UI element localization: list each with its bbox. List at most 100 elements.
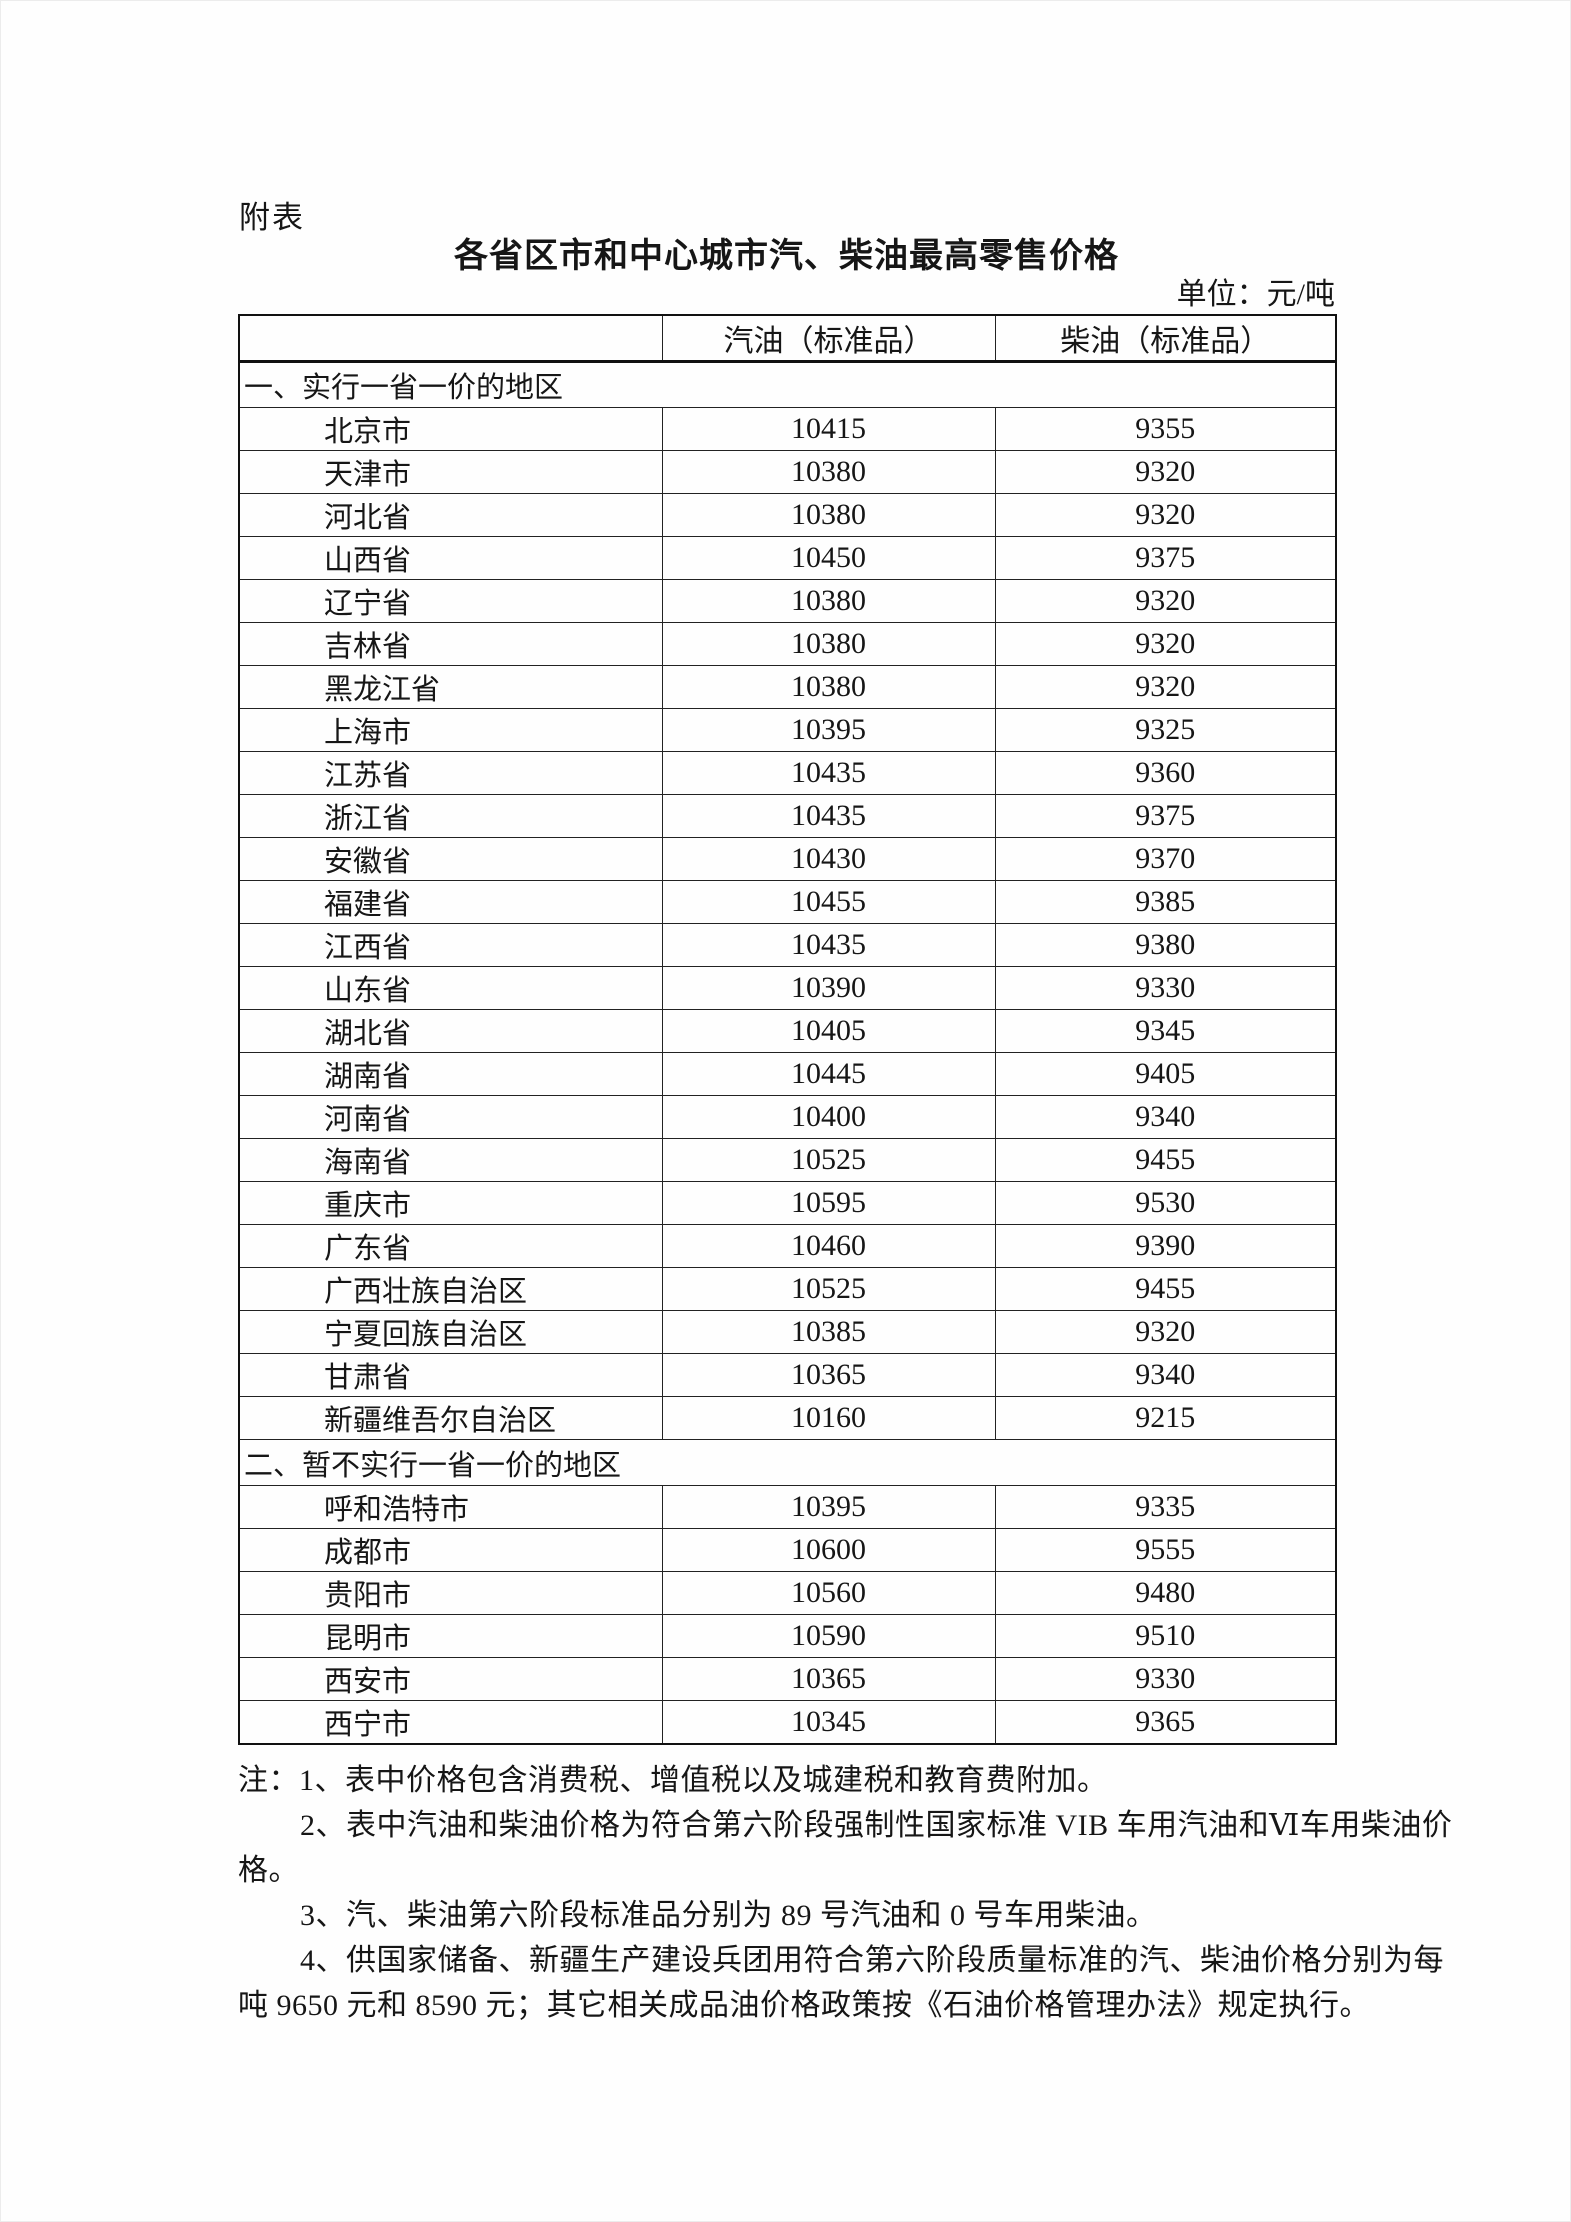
region-cell: 湖北省: [238, 1009, 663, 1053]
table-row: 甘肃省 10365 9340: [238, 1353, 1337, 1397]
gasoline-price-cell: 10415: [661, 407, 996, 451]
gasoline-price-cell: 10560: [661, 1571, 996, 1615]
region-cell: 浙江省: [238, 794, 663, 838]
table-row: 昆明市 10590 9510: [238, 1614, 1337, 1658]
diesel-price-cell: 9320: [994, 493, 1337, 537]
unit-label: 单位：元/吨: [1176, 278, 1335, 311]
region-cell: 江苏省: [238, 751, 663, 795]
table-row: 西宁市 10345 9365: [238, 1700, 1337, 1745]
region-cell: 宁夏回族自治区: [238, 1310, 663, 1354]
gasoline-price-cell: 10445: [661, 1052, 996, 1096]
gasoline-price-cell: 10345: [661, 1700, 996, 1745]
header-gasoline-cell: 汽油（标准品）: [661, 314, 996, 363]
table-row: 湖北省 10405 9345: [238, 1009, 1337, 1053]
region-cell: 河南省: [238, 1095, 663, 1139]
header-region-cell: [238, 314, 663, 363]
section-header-label: 二、暂不实行一省一价的地区: [238, 1439, 1337, 1486]
region-cell: 山西省: [238, 536, 663, 580]
diesel-price-cell: 9390: [994, 1224, 1337, 1268]
diesel-price-cell: 9370: [994, 837, 1337, 881]
diesel-price-cell: 9455: [994, 1138, 1337, 1182]
region-cell: 江西省: [238, 923, 663, 967]
diesel-price-cell: 9510: [994, 1614, 1337, 1658]
diesel-price-cell: 9555: [994, 1528, 1337, 1572]
gasoline-price-cell: 10400: [661, 1095, 996, 1139]
table-row: 河北省 10380 9320: [238, 493, 1337, 537]
gasoline-price-cell: 10435: [661, 751, 996, 795]
diesel-price-cell: 9335: [994, 1485, 1337, 1529]
gasoline-price-cell: 10590: [661, 1614, 996, 1658]
diesel-price-cell: 9530: [994, 1181, 1337, 1225]
region-cell: 天津市: [238, 450, 663, 494]
notes-block: 注：1、表中价格包含消费税、增值税以及城建税和教育费附加。 2、表中汽油和柴油价格…: [238, 1758, 1452, 2028]
table-row: 北京市 10415 9355: [238, 407, 1337, 451]
table-row: 广西壮族自治区 10525 9455: [238, 1267, 1337, 1311]
table-row: 福建省 10455 9385: [238, 880, 1337, 924]
gasoline-price-cell: 10365: [661, 1353, 996, 1397]
diesel-price-cell: 9330: [994, 1657, 1337, 1701]
diesel-price-cell: 9330: [994, 966, 1337, 1010]
region-cell: 广西壮族自治区: [238, 1267, 663, 1311]
diesel-price-cell: 9405: [994, 1052, 1337, 1096]
table-row: 宁夏回族自治区 10385 9320: [238, 1310, 1337, 1354]
page-title: 各省区市和中心城市汽、柴油最高零售价格: [454, 236, 1119, 276]
section-header-row: 二、暂不实行一省一价的地区: [238, 1439, 1337, 1486]
diesel-price-cell: 9320: [994, 665, 1337, 709]
gasoline-price-cell: 10435: [661, 923, 996, 967]
table-row: 呼和浩特市 10395 9335: [238, 1485, 1337, 1529]
diesel-price-cell: 9360: [994, 751, 1337, 795]
region-cell: 吉林省: [238, 622, 663, 666]
diesel-price-cell: 9480: [994, 1571, 1337, 1615]
gasoline-price-cell: 10525: [661, 1267, 996, 1311]
gasoline-price-cell: 10380: [661, 450, 996, 494]
gasoline-price-cell: 10395: [661, 708, 996, 752]
table-row: 河南省 10400 9340: [238, 1095, 1337, 1139]
diesel-price-cell: 9325: [994, 708, 1337, 752]
gasoline-price-cell: 10390: [661, 966, 996, 1010]
gasoline-price-cell: 10460: [661, 1224, 996, 1268]
diesel-price-cell: 9455: [994, 1267, 1337, 1311]
diesel-price-cell: 9320: [994, 579, 1337, 623]
table-row: 江苏省 10435 9360: [238, 751, 1337, 795]
gasoline-price-cell: 10455: [661, 880, 996, 924]
gasoline-price-cell: 10385: [661, 1310, 996, 1354]
diesel-price-cell: 9375: [994, 794, 1337, 838]
gasoline-price-cell: 10430: [661, 837, 996, 881]
table-row: 上海市 10395 9325: [238, 708, 1337, 752]
gasoline-price-cell: 10600: [661, 1528, 996, 1572]
table-row: 湖南省 10445 9405: [238, 1052, 1337, 1096]
region-cell: 安徽省: [238, 837, 663, 881]
region-cell: 重庆市: [238, 1181, 663, 1225]
table-row: 辽宁省 10380 9320: [238, 579, 1337, 623]
region-cell: 河北省: [238, 493, 663, 537]
diesel-price-cell: 9385: [994, 880, 1337, 924]
region-cell: 甘肃省: [238, 1353, 663, 1397]
table-row: 山东省 10390 9330: [238, 966, 1337, 1010]
region-cell: 北京市: [238, 407, 663, 451]
table-row: 广东省 10460 9390: [238, 1224, 1337, 1268]
table-row: 西安市 10365 9330: [238, 1657, 1337, 1701]
region-cell: 湖南省: [238, 1052, 663, 1096]
gasoline-price-cell: 10380: [661, 622, 996, 666]
section-header-label: 一、实行一省一价的地区: [238, 361, 1337, 408]
note-line: 注：1、表中价格包含消费税、增值税以及城建税和教育费附加。: [238, 1764, 1108, 1797]
table-row: 安徽省 10430 9370: [238, 837, 1337, 881]
gasoline-price-cell: 10380: [661, 493, 996, 537]
diesel-price-cell: 9340: [994, 1095, 1337, 1139]
region-cell: 呼和浩特市: [238, 1485, 663, 1529]
region-cell: 黑龙江省: [238, 665, 663, 709]
section-header-row: 一、实行一省一价的地区: [238, 361, 1337, 408]
diesel-price-cell: 9320: [994, 1310, 1337, 1354]
note-line: 3、汽、柴油第六阶段标准品分别为 89 号汽油和 0 号车用柴油。: [300, 1899, 1157, 1932]
diesel-price-cell: 9380: [994, 923, 1337, 967]
diesel-price-cell: 9340: [994, 1353, 1337, 1397]
region-cell: 山东省: [238, 966, 663, 1010]
price-table: 汽油（标准品） 柴油（标准品） 一、实行一省一价的地区 北京市 10415 9355 天…: [238, 314, 1337, 1745]
table-row: 黑龙江省 10380 9320: [238, 665, 1337, 709]
note-line: 格。: [238, 1854, 299, 1887]
table-row: 重庆市 10595 9530: [238, 1181, 1337, 1225]
region-cell: 上海市: [238, 708, 663, 752]
region-cell: 西宁市: [238, 1700, 663, 1745]
header-diesel-cell: 柴油（标准品）: [994, 314, 1337, 363]
